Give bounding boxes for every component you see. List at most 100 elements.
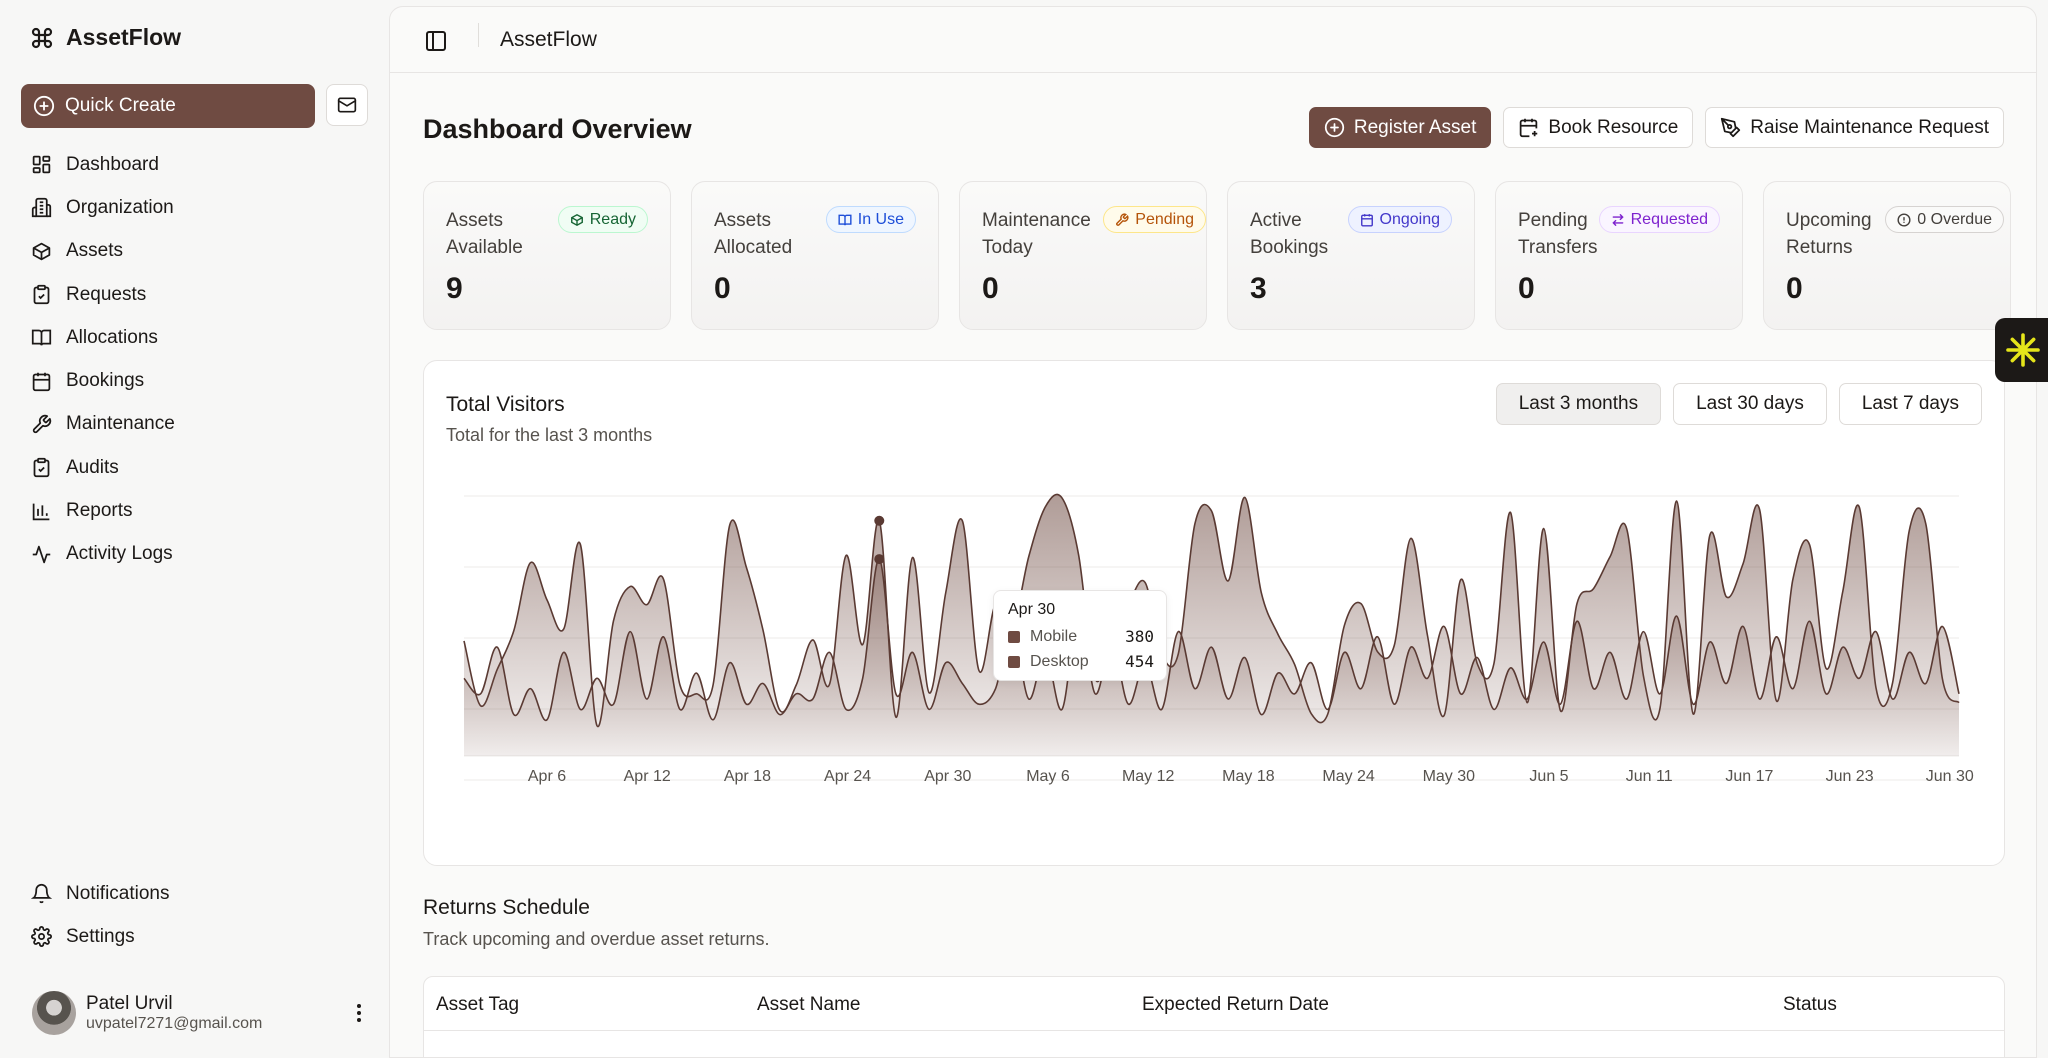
stat-value: 0 [714, 272, 731, 305]
column-header-asset-name[interactable]: Asset Name [757, 994, 861, 1015]
sidebar-item-activity-logs[interactable]: Activity Logs [22, 533, 372, 576]
sparkle-icon [2006, 333, 2040, 367]
tooltip-row-desktop: Desktop 454 [1008, 652, 1154, 671]
badge-label: Requested [1630, 210, 1708, 228]
x-tick-label: Apr 24 [824, 768, 871, 785]
stat-card-maintenance-today[interactable]: Maintenance Today Pending 0 [959, 181, 1207, 330]
topbar-title: AssetFlow [500, 28, 597, 51]
book-resource-button[interactable]: Book Resource [1503, 107, 1694, 148]
range-last-3-months[interactable]: Last 3 months [1495, 383, 1662, 425]
tooltip-label: Desktop [1030, 652, 1089, 670]
stat-card-assets-allocated[interactable]: Assets Allocated In Use 0 [691, 181, 939, 330]
stat-card-upcoming-returns[interactable]: Upcoming Returns 0 Overdue 0 [1763, 181, 2011, 330]
brand[interactable]: AssetFlow [30, 24, 181, 51]
returns-table: Asset Tag Asset Name Expected Return Dat… [423, 976, 2005, 1057]
raise-maintenance-label: Raise Maintenance Request [1750, 116, 1989, 138]
chart-subtitle: Total for the last 3 months [446, 425, 653, 445]
sidebar-item-label: Maintenance [66, 413, 175, 435]
book-open-icon [31, 329, 52, 346]
series-area-mobile [464, 559, 1959, 756]
stat-value: 0 [1518, 272, 1535, 305]
plus-circle-icon [33, 95, 55, 117]
tooltip-row-mobile: Mobile 380 [1008, 627, 1154, 646]
chart-title: Total Visitors [446, 393, 565, 416]
quick-create-label: Quick Create [65, 95, 176, 116]
sidebar-item-label: Bookings [66, 370, 145, 392]
raise-maintenance-request-button[interactable]: Raise Maintenance Request [1705, 107, 2004, 148]
wrench-icon [1116, 212, 1129, 226]
status-badge: In Use [825, 206, 916, 233]
badge-label: Ready [589, 210, 636, 228]
status-badge: Ready [557, 206, 648, 233]
x-tick-label: May 24 [1322, 768, 1375, 785]
sidebar-item-requests[interactable]: Requests [22, 273, 372, 316]
sidebar-item-label: Notifications [66, 882, 170, 904]
user-profile[interactable]: Patel Urvil uvpatel7271@gmail.com [32, 990, 372, 1036]
building-icon [31, 198, 52, 218]
sidebar-item-notifications[interactable]: Notifications [22, 872, 372, 915]
returns-subtitle: Track upcoming and overdue asset returns… [423, 929, 770, 949]
page-actions: Register Asset Book Resource Raise Maint… [1308, 107, 2004, 148]
sidebar-item-settings[interactable]: Settings [22, 915, 372, 958]
x-tick-label: Jun 30 [1926, 768, 1974, 785]
stat-label: Upcoming Returns [1786, 210, 1872, 258]
clipboard-check-icon [33, 458, 50, 478]
sidebar-item-dashboard[interactable]: Dashboard [22, 143, 372, 186]
tooltip-value: 454 [1125, 652, 1154, 671]
user-name: Patel Urvil [86, 992, 173, 1014]
bell-icon [31, 884, 52, 904]
table-header: Asset Tag Asset Name Expected Return Dat… [424, 977, 2004, 1031]
stat-card-pending-transfers[interactable]: Pending Transfers Requested 0 [1495, 181, 1743, 330]
sidebar-item-reports[interactable]: Reports [22, 489, 372, 532]
range-toggle-group: Last 3 months Last 30 days Last 7 days [1495, 383, 1982, 425]
x-tick-label: May 12 [1122, 768, 1175, 785]
topbar: AssetFlow [390, 7, 2036, 73]
x-tick-label: Jun 11 [1626, 768, 1673, 785]
sidebar-toggle-icon[interactable] [424, 29, 448, 53]
brand-name: AssetFlow [66, 24, 182, 50]
mobile-swatch [1008, 630, 1020, 643]
range-last-30-days[interactable]: Last 30 days [1673, 383, 1827, 425]
stat-card-active-bookings[interactable]: Active Bookings Ongoing 3 [1227, 181, 1475, 330]
more-vertical-icon[interactable] [346, 1000, 372, 1026]
column-header-expected-return-date[interactable]: Expected Return Date [1142, 994, 1329, 1015]
book-resource-label: Book Resource [1548, 116, 1679, 138]
quick-create-button[interactable]: Quick Create [21, 84, 315, 128]
sidebar-item-label: Assets [66, 240, 124, 262]
active-point-desktop [874, 515, 885, 526]
sidebar-item-assets[interactable]: Assets [22, 230, 372, 273]
chart-tooltip: Apr 30 Mobile 380 Desktop 454 [993, 590, 1167, 681]
sidebar-item-audits[interactable]: Audits [22, 446, 372, 489]
sidebar-item-maintenance[interactable]: Maintenance [22, 403, 372, 446]
series-line-desktop [463, 493, 1960, 728]
area-chart[interactable]: Apr 6 Apr 12 Apr 18 Apr 24 Apr 30 May 6 May 12… [424, 461, 2004, 861]
sidebar-item-organization[interactable]: Organization [22, 186, 372, 229]
sidebar-item-allocations[interactable]: Allocations [22, 316, 372, 359]
stat-value: 9 [446, 272, 463, 305]
arrows-exchange-icon [1611, 213, 1624, 226]
sidebar-item-bookings[interactable]: Bookings [22, 359, 372, 402]
range-last-7-days[interactable]: Last 7 days [1838, 383, 1982, 425]
badge-label: 0 Overdue [1917, 210, 1992, 228]
stat-label: Active Bookings [1250, 210, 1329, 258]
sidebar-bottom-nav: Notifications Settings [22, 872, 372, 959]
stat-card-assets-available[interactable]: Assets Available Ready 9 [423, 181, 671, 330]
column-header-status[interactable]: Status [1783, 994, 1837, 1015]
register-asset-button[interactable]: Register Asset [1308, 107, 1492, 148]
activity-icon [32, 545, 51, 564]
x-tick-label: Jun 23 [1826, 768, 1874, 785]
sidebar-item-label: Allocations [66, 326, 158, 348]
desktop-swatch [1008, 655, 1020, 668]
x-tick-label: Jun 5 [1529, 768, 1568, 785]
x-tick-label: Apr 6 [528, 768, 566, 785]
tooltip-label: Mobile [1030, 627, 1078, 645]
visitors-chart-card: Total Visitors Total for the last 3 mont… [423, 360, 2005, 866]
sidebar-item-label: Settings [66, 925, 135, 947]
x-tick-label: May 30 [1423, 768, 1476, 785]
inbox-button[interactable] [326, 84, 368, 126]
assistant-launcher-button[interactable] [1995, 318, 2048, 382]
sidebar-item-label: Activity Logs [66, 543, 173, 565]
stat-label: Assets Allocated [714, 210, 793, 258]
badge-label: In Use [857, 210, 904, 228]
column-header-asset-tag[interactable]: Asset Tag [436, 994, 520, 1015]
